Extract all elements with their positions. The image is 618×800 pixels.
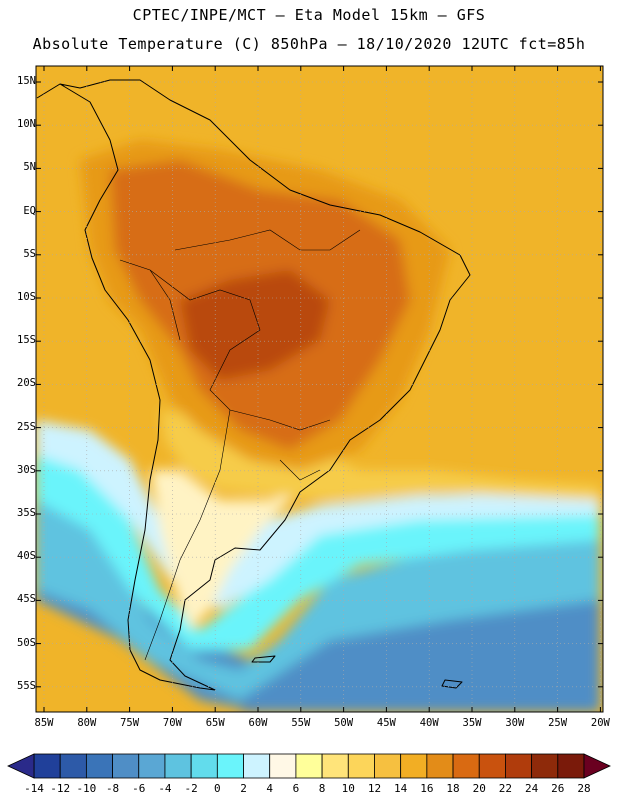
map-title-line-2: Absolute Temperature (C) 850hPa – 18/10/… [32, 35, 586, 53]
longitude-label: 70W [162, 717, 182, 729]
colorbar-label: -2 [184, 782, 198, 795]
latitude-label: 45S [17, 593, 36, 606]
colorbar-label: 0 [214, 782, 221, 795]
cyan-region [36, 440, 600, 650]
colorbar-label: 2 [240, 782, 247, 795]
colorbar-label: 24 [524, 782, 539, 795]
colorbar-swatch [505, 753, 533, 779]
latitude-label: 20S [17, 377, 36, 390]
colorbar-label: -8 [105, 782, 120, 795]
longitude-label: 60W [248, 717, 268, 729]
latitude-label: 15S [17, 334, 36, 347]
latitude-label: 15N [17, 75, 36, 87]
longitude-label: 35W [462, 717, 482, 729]
colorbar-label: -4 [158, 782, 172, 795]
colorbar-label: 6 [292, 782, 300, 795]
colorbar-swatch [138, 753, 166, 779]
colorbar-label: 26 [551, 782, 565, 795]
colorbar-swatch [426, 753, 454, 779]
longitude-label: 30W [505, 717, 525, 729]
colorbar-label: -10 [76, 782, 97, 795]
colorbar-swatch [190, 753, 218, 779]
colorbar-label: -6 [132, 782, 146, 795]
graticule [36, 66, 603, 712]
colorbar-swatch [164, 753, 192, 779]
longitude-label: 65W [205, 717, 225, 729]
latitude-label: 55S [17, 679, 36, 692]
colorbar-label: 20 [472, 782, 486, 795]
longitude-label: 75W [120, 717, 140, 729]
colorbar-swatch [321, 753, 349, 779]
mid-blue-region [36, 470, 600, 700]
colorbar-label: -14 [24, 782, 44, 795]
longitude-label: 20W [590, 717, 610, 729]
latitude-label: 25S [17, 420, 36, 433]
colorbar-swatch [295, 753, 323, 779]
colorbar-swatch [59, 753, 87, 779]
colorbar-swatch [557, 753, 585, 779]
map-title-line-1: CPTEC/INPE/MCT – Eta Model 15km – GFS [132, 6, 486, 24]
temperature-field [36, 66, 603, 712]
colorbar-label: 16 [420, 782, 434, 795]
longitude-label: 45W [376, 717, 396, 729]
latitude-label: 5N [23, 161, 36, 174]
country-borders [119, 229, 361, 661]
colorbar-label: 18 [446, 782, 460, 795]
axis-ticks [36, 66, 603, 712]
colorbar-high-arrow [583, 753, 611, 779]
colorbar-swatch [478, 753, 506, 779]
colorbar-swatch [112, 753, 140, 779]
latitude-label: 50S [17, 636, 36, 649]
hottest-region [180, 270, 330, 380]
latitude-label: 40S [17, 550, 36, 563]
latitude-label: 30S [17, 463, 36, 476]
colorbar-swatch [85, 753, 113, 779]
map-frame [35, 65, 604, 713]
colorbar-swatch [33, 753, 61, 779]
latitude-label: 35S [17, 507, 36, 519]
longitude-label: 55W [291, 717, 311, 729]
latitude-label: 10N [17, 118, 36, 131]
colorbar-label: 12 [367, 782, 382, 795]
colorbar-label: 28 [577, 782, 591, 795]
longitude-label: 80W [77, 717, 97, 729]
longitude-label: 85W [34, 717, 54, 729]
colorbar-swatch [531, 753, 559, 779]
colorbar-swatch [400, 753, 428, 779]
colorbar-low-arrow [7, 753, 35, 779]
colorbar-swatch [216, 753, 244, 779]
colorbar-label: -12 [50, 782, 71, 795]
latitude-label: EQ [23, 204, 36, 217]
colorbar [7, 753, 611, 779]
longitude-label: 50W [334, 717, 354, 729]
colorbar-label: 14 [394, 782, 408, 795]
colorbar-label: 10 [341, 782, 355, 795]
longitude-label: 25W [548, 717, 568, 729]
colorbar-swatch [347, 753, 375, 779]
latitude-label: 10S [17, 291, 36, 303]
colorbar-swatch [452, 753, 480, 779]
colorbar-swatch [374, 753, 402, 779]
colorbar-label: 22 [498, 782, 513, 795]
colorbar-label: 4 [266, 782, 274, 795]
colorbar-swatch [243, 753, 271, 779]
longitude-label: 40W [419, 717, 439, 729]
latitude-label: 5S [23, 247, 36, 260]
pale-yellow-region [150, 470, 300, 630]
colorbar-label: 8 [318, 782, 326, 795]
colorbar-swatch [269, 753, 297, 779]
coastline [36, 79, 471, 691]
